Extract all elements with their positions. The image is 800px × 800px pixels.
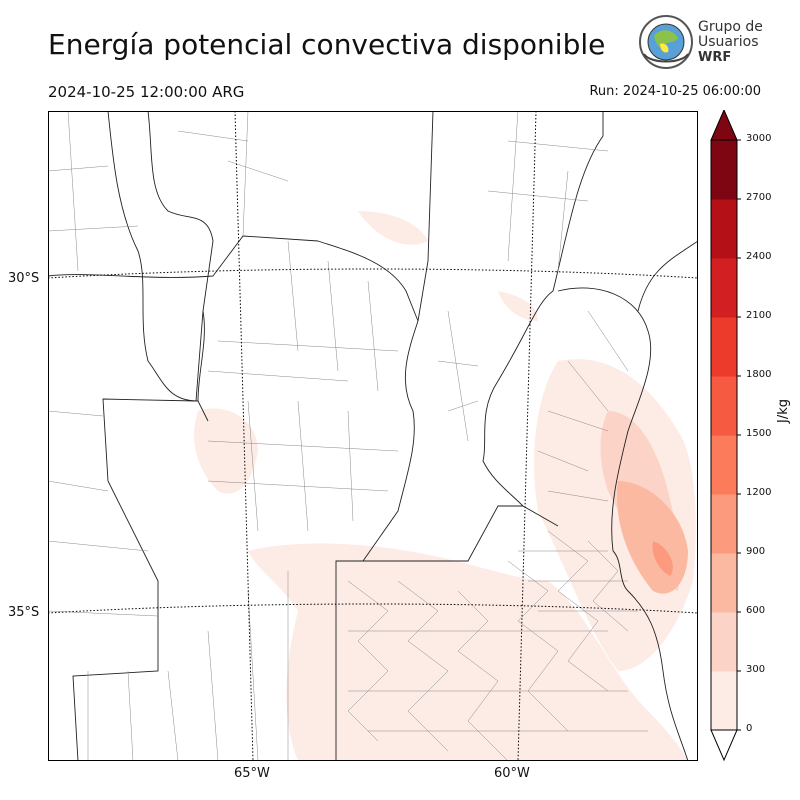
river-plate-coast: [612, 550, 689, 761]
map-frame: [48, 111, 698, 761]
province-boundaries: [48, 111, 698, 761]
wrf-logo: Grupo de Usuarios WRF: [638, 14, 768, 74]
colorbar-segment: [711, 258, 737, 318]
colorbar-segment: [711, 317, 737, 377]
colorbar-tick-label: 1500: [746, 428, 772, 439]
department-boundaries: [48, 111, 648, 761]
globe-icon: [639, 15, 693, 69]
colorbar-tick-label: 600: [746, 605, 766, 616]
logo-line-3: WRF: [698, 50, 732, 65]
colorbar-segment: [711, 671, 737, 731]
colorbar-tick-label: 0: [746, 723, 753, 734]
colorbar-tick-label: 900: [746, 546, 766, 557]
colorbar-tick-label: 3000: [746, 133, 772, 144]
lon-label-60w: 60°W: [494, 766, 530, 781]
colorbar-tick-label: 2100: [746, 310, 772, 321]
map-title: Energía potencial convectiva disponible: [48, 28, 606, 61]
run-time: Run: 2024-10-25 06:00:00: [589, 84, 761, 99]
colorbar-segment: [711, 435, 737, 495]
colorbar-tick-label: 300: [746, 664, 766, 675]
colorbar-segment: [711, 376, 737, 436]
colorbar-tick-label: 2400: [746, 251, 772, 262]
graticule: [48, 111, 698, 761]
colorbar-segment: [711, 553, 737, 613]
colorbar-unit: J/kg: [776, 399, 791, 423]
lat-label-30s: 30°S: [8, 271, 40, 286]
lon-label-65w: 65°W: [234, 766, 270, 781]
colorbar-segment: [711, 494, 737, 554]
logo-line-2: Usuarios: [698, 34, 759, 50]
colorbar-tick-label: 1200: [746, 487, 772, 498]
colorbar-segment: [711, 140, 737, 200]
colorbar-segment: [711, 612, 737, 672]
lat-label-35s: 35°S: [8, 605, 40, 620]
colorbar-segment: [711, 199, 737, 259]
cape-map: [48, 111, 698, 761]
colorbar-tick-label: 1800: [746, 369, 772, 380]
valid-time: 2024-10-25 12:00:00 ARG: [48, 83, 245, 101]
logo-line-1: Grupo de: [698, 19, 763, 35]
colorbar: [710, 110, 741, 762]
colorbar-under-triangle: [710, 729, 738, 762]
colorbar-over-triangle: [710, 110, 738, 141]
cape-shading: [194, 211, 696, 761]
colorbar-tick-label: 2700: [746, 192, 772, 203]
